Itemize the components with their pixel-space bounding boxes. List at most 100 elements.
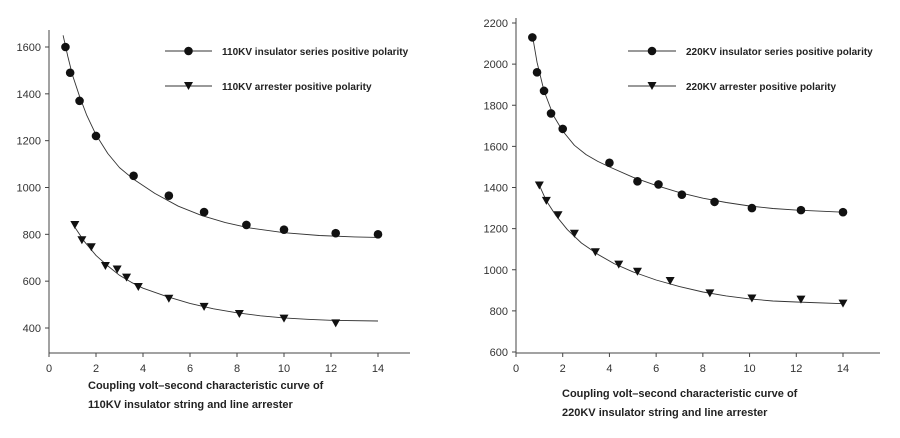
x-tick-label: 2 [93, 363, 99, 375]
series-1-point [91, 131, 101, 141]
chart-2: 600 800 1000 1200 1400 1600 1800 2000 2200 0 2 4 6 8 1… [484, 18, 880, 375]
y-tick-label: 1200 [484, 224, 508, 236]
x-tick-label: 8 [234, 363, 240, 375]
chart-1-caption-line-2: 110KV insulator string and line arrester [88, 399, 293, 411]
series-1-point [242, 220, 251, 230]
series-2-point [86, 243, 96, 252]
x-tick-label: 10 [278, 363, 290, 375]
series-1-point [747, 203, 757, 213]
legend-label: 110KV insulator series positive polarity [222, 47, 409, 58]
y-tick-label: 1600 [17, 42, 41, 54]
x-tick-label: 12 [790, 363, 802, 375]
series-1-point [633, 177, 642, 186]
series-2-point [569, 229, 579, 238]
y-tick-label: 800 [490, 306, 508, 318]
chart-2-caption-line-1: Coupling volt–second characteristic curv… [562, 388, 798, 400]
series-1-point [539, 86, 549, 96]
series-2-point [553, 211, 563, 220]
series-1-point [528, 33, 537, 42]
y-tick-label: 600 [490, 347, 508, 359]
series-1-point [75, 96, 84, 106]
x-tick-label: 4 [140, 363, 146, 375]
series-1-point [199, 207, 209, 217]
series-2-point [133, 283, 143, 292]
y-tick-label: 400 [23, 323, 41, 335]
legend-entry-1: 110KV insulator series positive polarity [165, 46, 409, 58]
series-1-point [710, 197, 719, 207]
series-1-point [373, 230, 383, 239]
series-2-point [590, 248, 600, 257]
series-2-point [100, 261, 110, 270]
x-tick-label: 0 [46, 363, 52, 375]
chart-1-caption-line-1: Coupling volt–second characteristic curv… [88, 380, 324, 392]
series-2-point [838, 299, 848, 308]
legend-label: 220KV arrester positive polarity [686, 82, 837, 93]
series-2-point [331, 319, 341, 328]
y-tick-label: 1400 [17, 89, 41, 101]
series-2-point [164, 294, 174, 303]
legend-label: 220KV insulator series positive polarity [686, 47, 873, 58]
series-1-point [65, 68, 75, 78]
chart-2-caption: Coupling volt–second characteristic curv… [562, 385, 797, 423]
y-tick-label: 800 [23, 229, 41, 241]
legend-marker [647, 46, 657, 56]
series-2-point [541, 196, 551, 205]
y-tick-label: 1000 [17, 183, 41, 195]
x-tick-label: 0 [513, 363, 519, 375]
y-tick-label: 1800 [484, 100, 508, 112]
y-tick-label: 600 [23, 276, 41, 288]
series-2-point [77, 236, 87, 245]
series-2-curve [74, 227, 379, 322]
x-tick-label: 6 [653, 363, 659, 375]
series-1-point [677, 190, 687, 199]
series-1-point [279, 225, 289, 234]
x-tick-label: 12 [325, 363, 337, 375]
x-tick-label: 10 [743, 363, 755, 375]
series-2-point [534, 181, 544, 190]
series-2-point [199, 302, 209, 311]
series-2-point [122, 273, 132, 282]
y-tick-label: 1600 [484, 141, 508, 153]
series-2-point [279, 314, 289, 323]
series-1-point [654, 180, 663, 189]
x-tick-label: 8 [700, 363, 706, 375]
series-1-point [164, 191, 174, 200]
x-tick-label: 2 [560, 363, 566, 375]
legend-entry-2: 220KV arrester positive polarity [628, 82, 837, 93]
series-1-point [796, 205, 806, 215]
y-tick-label: 1200 [17, 136, 41, 148]
series-1-point [129, 171, 138, 181]
chart-1: 400 600 800 1000 1200 1400 1600 0 2 4 6 8 10 12 14 110K… [17, 30, 410, 375]
x-tick-label: 4 [606, 363, 612, 375]
series-1-point [558, 124, 568, 134]
series-2-point [614, 260, 624, 269]
series-2-point [747, 294, 757, 303]
series-2-point [705, 289, 715, 298]
legend-marker [184, 46, 193, 56]
legend-entry-2: 110KV arrester positive polarity [165, 82, 372, 93]
series-2-point [70, 220, 80, 229]
series-1-point [61, 42, 70, 52]
y-tick-label: 1400 [484, 183, 508, 195]
series-1-point [331, 228, 341, 238]
series-2-point [632, 267, 642, 276]
series-2-point [234, 309, 244, 318]
legend-label: 110KV arrester positive polarity [222, 82, 372, 93]
y-tick-label: 2000 [484, 59, 508, 71]
x-tick-label: 6 [187, 363, 193, 375]
series-2-curve [538, 185, 844, 305]
series-1-curve [531, 35, 844, 213]
series-2-point [112, 265, 122, 274]
series-1-point [532, 68, 542, 77]
legend-marker [647, 82, 657, 90]
y-tick-label: 2200 [484, 18, 508, 30]
x-tick-label: 14 [372, 363, 384, 375]
y-tick-label: 1000 [484, 265, 508, 277]
series-1-point [838, 207, 848, 217]
chart-2-caption-line-2: 220KV insulator string and line arrester [562, 407, 768, 419]
series-1-point [546, 109, 556, 118]
chart-1-caption: Coupling volt–second characteristic curv… [88, 377, 323, 415]
series-2-point [665, 277, 675, 286]
legend-entry-1: 220KV insulator series positive polarity [628, 46, 873, 58]
